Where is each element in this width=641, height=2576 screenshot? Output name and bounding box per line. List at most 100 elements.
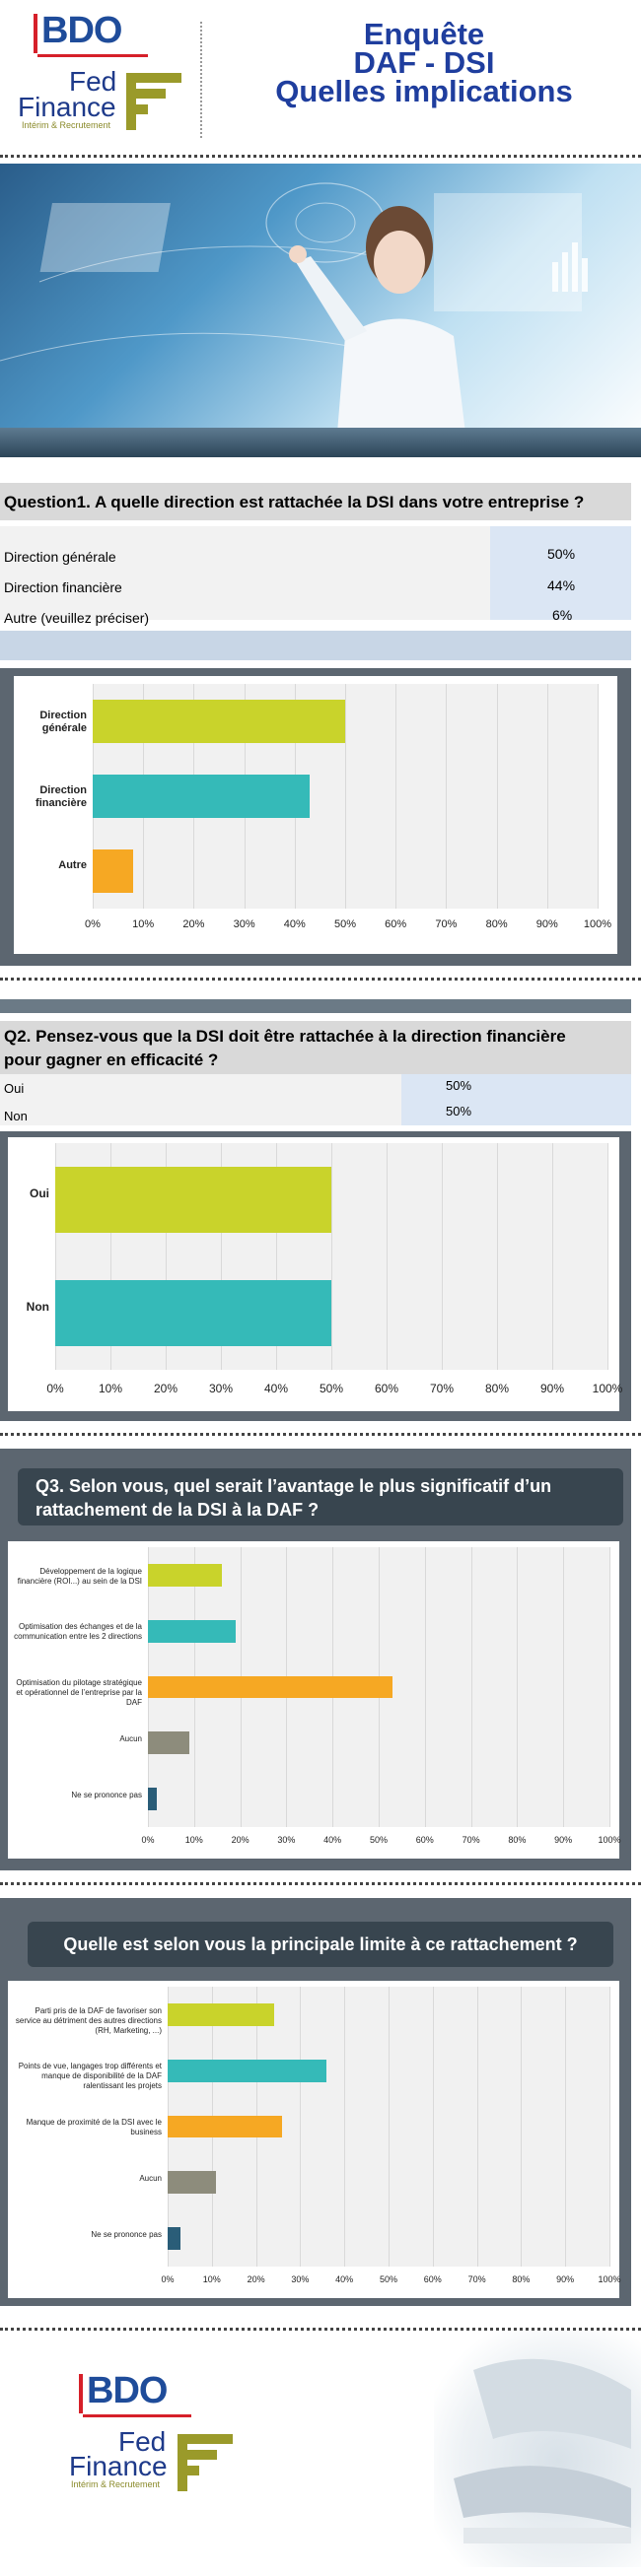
chart-tick-label: 80% — [484, 1382, 510, 1395]
chart3-plot: 0% 10% 20% 30% 40% 50% 60% 70% 80% 90% 100% Dévelop… — [8, 1541, 621, 1859]
q2-row-label: Oui — [4, 1081, 25, 1096]
chart-tick-label: 50% — [369, 1835, 388, 1845]
chart-bar — [168, 2115, 283, 2138]
q1-row-label: Direction générale — [4, 549, 116, 565]
q1-table-footer — [0, 631, 631, 660]
chart-tick-label: 90% — [539, 1382, 565, 1395]
chart-tick-label: 10% — [132, 918, 155, 930]
title-line-2: DAF - DSI — [353, 45, 495, 80]
chart2-plot: 0% 10% 20% 30% 40% 50% 60% 70% 80% 90% 100% Oui Non — [8, 1137, 622, 1411]
q1-row-value: 50% — [547, 546, 576, 562]
chart-tick-label: 80% — [508, 1835, 527, 1845]
chart-bar — [168, 2227, 181, 2250]
chart-gridline — [331, 1143, 332, 1370]
chart-tick-label: 80% — [485, 918, 508, 930]
chart-gridline — [389, 1987, 390, 2267]
chart-gridline — [446, 684, 448, 909]
chart-tick-label: 40% — [283, 918, 306, 930]
q1-table-bg — [0, 526, 493, 620]
chart-gridline — [497, 1143, 498, 1370]
hero-floor — [0, 428, 641, 457]
chart-category-label: Optimisation des échanges et de la commu… — [14, 1622, 142, 1642]
chart-bar — [168, 2059, 327, 2082]
chart-gridline — [442, 1143, 443, 1370]
chart-tick-label: 90% — [554, 1835, 573, 1845]
chart-bar — [148, 1564, 222, 1587]
divider-dotted — [0, 978, 641, 981]
chart-tick-label: 10% — [202, 2274, 221, 2284]
chart-tick-label: 60% — [423, 2274, 442, 2284]
hero-image — [0, 164, 641, 457]
chart-tick-label: 90% — [535, 918, 558, 930]
chart-category-label: Parti pris de la DAF de favoriser son se… — [15, 2005, 162, 2035]
chart-category-label: Ne se prononce pas — [91, 2229, 162, 2239]
chart-tick-label: 10% — [98, 1382, 123, 1395]
fed-finance-f-icon — [178, 2434, 233, 2491]
bdo-logo: BDO — [34, 10, 122, 53]
chart-category-label: Développement de la logique financière (… — [17, 1566, 142, 1586]
chart-tick-label: 30% — [233, 918, 255, 930]
chart-gridline — [344, 1987, 346, 2267]
chart-tick-label: 70% — [462, 1835, 480, 1845]
chart-bar — [168, 2171, 217, 2195]
chart-gridline — [609, 1987, 610, 2267]
chart-gridline — [609, 1547, 610, 1827]
chart-tick-label: 40% — [323, 1835, 342, 1845]
chart-tick-label: 100% — [598, 2274, 621, 2284]
chart-category-label: Direction financière — [36, 783, 87, 809]
chart-tick-label: 0% — [46, 1382, 64, 1395]
title-line-3: Quelles implications — [275, 74, 573, 108]
chart-category-label: Autre — [58, 858, 87, 871]
chart-tick-label: 60% — [385, 918, 407, 930]
title-line-1: Enquête — [363, 17, 485, 51]
q3-title: Q3. Selon vous, quel serait l’avantage l… — [18, 1468, 623, 1525]
chart-tick-label: 80% — [512, 2274, 531, 2284]
chart-tick-label: 20% — [182, 918, 205, 930]
q1-row-label: Direction financière — [4, 579, 122, 595]
logo-underline — [37, 54, 148, 57]
chart-gridline — [166, 1143, 167, 1370]
chart-bar — [93, 699, 345, 744]
chart-gridline — [496, 684, 498, 909]
logo-tagline: Intérim & Recrutement — [22, 120, 111, 130]
divider-dotted — [0, 155, 641, 158]
chart-tick-label: 70% — [435, 918, 458, 930]
chart-tick-label: 50% — [333, 918, 357, 930]
chart-bar — [148, 1619, 236, 1643]
fed-logo-text: Fed — [118, 2426, 167, 2457]
chart-gridline — [110, 1143, 111, 1370]
chart1-plot: 0% 10% 20% 30% 40% 50% 60% 70% 80% 90% 100% Directi… — [14, 676, 617, 954]
chart-bar — [148, 1788, 158, 1810]
q1-question: Question1. A quelle direction est rattac… — [0, 483, 631, 520]
q1-row-label: Autre (veuillez préciser) — [4, 610, 150, 626]
q1-row-value: 44% — [547, 577, 576, 593]
bdo-logo: BDO — [79, 2370, 168, 2413]
finance-logo-text: Finance — [69, 2451, 168, 2481]
q3-title-line-1: Q3. Selon vous, quel serait l’avantage l… — [36, 1476, 552, 1496]
chart-tick-label: 40% — [263, 1382, 289, 1395]
chart-bar — [148, 1731, 190, 1755]
q2-question: Q2. Pensez-vous que la DSI doit être rat… — [0, 1021, 631, 1074]
chart-gridline — [552, 1143, 553, 1370]
chart-bar — [93, 848, 133, 894]
q2-question-line-1: Q2. Pensez-vous que la DSI doit être rat… — [4, 1027, 566, 1046]
chart-category-label: Non — [26, 1300, 49, 1315]
q2-top-band — [0, 999, 631, 1013]
chart-tick-label: 30% — [277, 1835, 296, 1845]
chart-gridline — [546, 684, 548, 909]
q4-title: Quelle est selon vous la principale limi… — [28, 1922, 613, 1967]
q3-title-line-2: rattachement de la DSI à la DAF ? — [36, 1500, 320, 1520]
chart-category-label: Direction générale — [39, 709, 87, 734]
page-title: Enquête DAF - DSI Quelles implications — [227, 17, 621, 108]
chart-tick-label: 0% — [85, 918, 101, 930]
divider-dotted — [0, 1882, 641, 1885]
chart-gridline — [476, 1987, 478, 2267]
chart-tick-label: 30% — [291, 2274, 310, 2284]
chart-bar — [93, 774, 311, 819]
chart-tick-label: 20% — [231, 1835, 249, 1845]
logo-red-bar — [79, 2374, 83, 2413]
q2-row-value: 50% — [446, 1104, 472, 1119]
bdo-logo-text: BDO — [41, 10, 122, 51]
chart-tick-label: 20% — [153, 1382, 178, 1395]
header-divider — [200, 22, 202, 138]
